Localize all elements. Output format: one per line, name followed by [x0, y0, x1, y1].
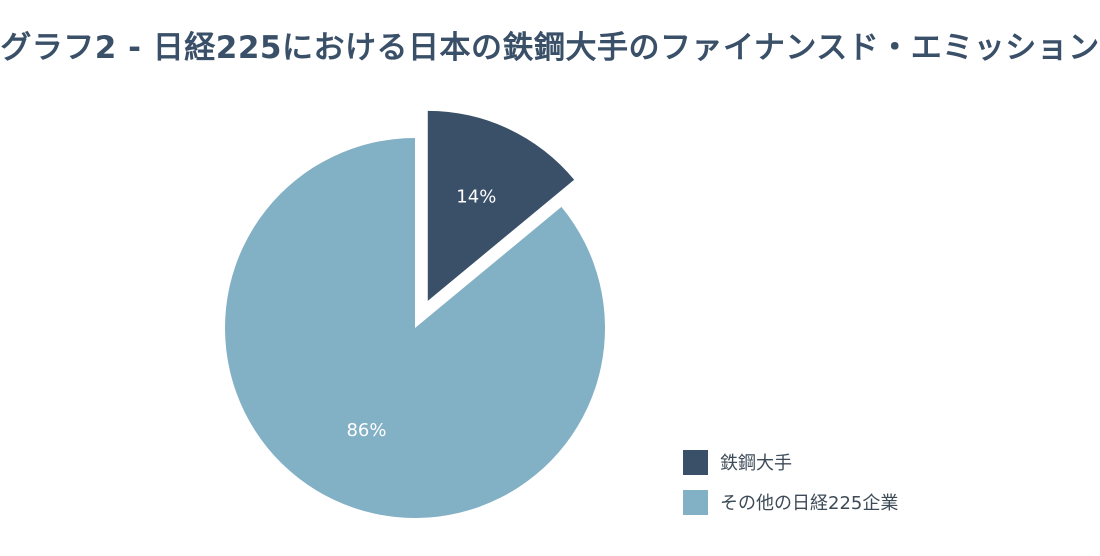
- pie-slice-steel: [427, 110, 575, 301]
- legend-swatch-steel: [683, 449, 708, 475]
- pie-slice-other: [224, 138, 606, 519]
- data-label-other: 86%: [346, 420, 386, 441]
- chart-legend: 鉄鋼大手 その他の日経225企業: [683, 449, 898, 529]
- legend-item-steel: 鉄鋼大手: [683, 449, 898, 475]
- legend-label-other: その他の日経225企業: [720, 493, 899, 514]
- data-label-steel: 14%: [456, 187, 496, 208]
- legend-label-steel: 鉄鋼大手: [720, 453, 792, 474]
- chart-title: グラフ2 - 日経225における日本の鉄鋼大手のファイナンスド・エミッション: [0, 30, 1100, 66]
- legend-swatch-other: [683, 489, 708, 515]
- legend-item-other: その他の日経225企業: [683, 489, 898, 515]
